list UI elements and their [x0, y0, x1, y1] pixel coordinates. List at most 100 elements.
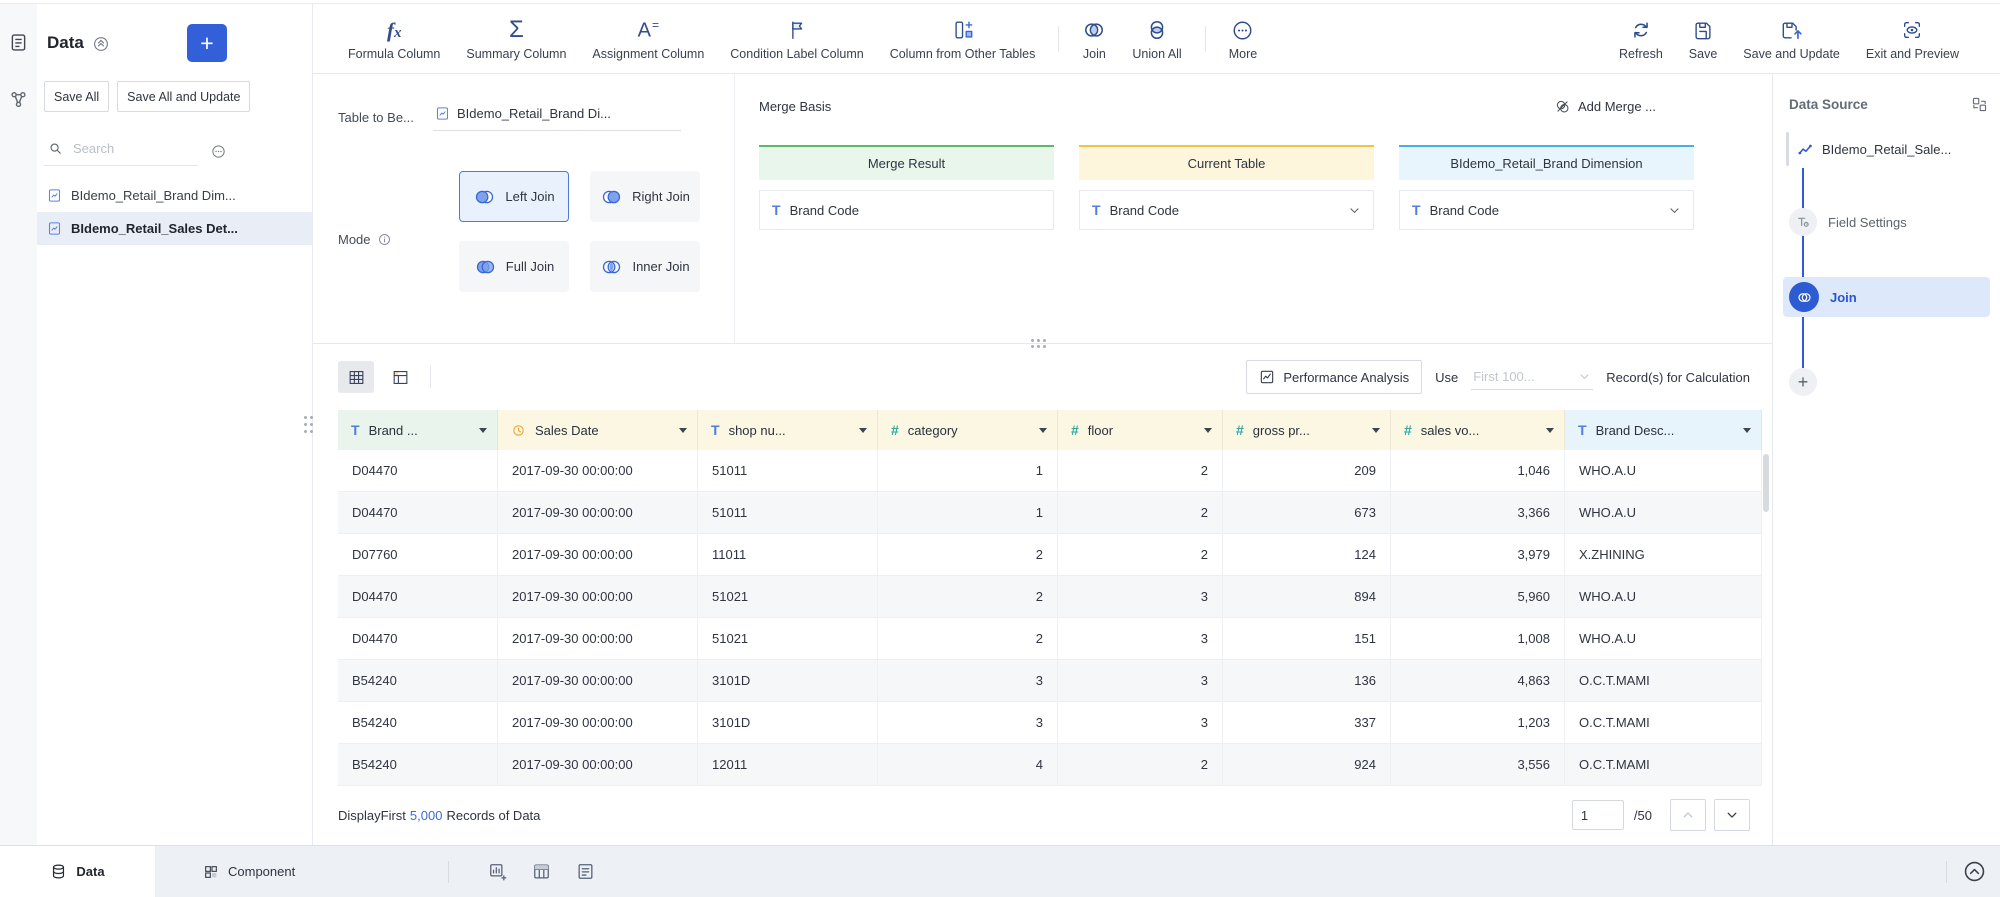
preview-footer: DisplayFirst 5,000 Records of Data /50	[338, 799, 1762, 831]
data-list-icon[interactable]	[8, 32, 29, 53]
table-row[interactable]: D07760 2017-09-30 00:00:00 11011 2 2 124 3,979…	[338, 534, 1762, 576]
condition-label-column-button[interactable]: Condition Label Column	[717, 17, 876, 61]
table-view-toggle[interactable]	[382, 361, 418, 393]
column-dropdown-icon[interactable]	[1743, 427, 1751, 433]
table-row[interactable]: D04470 2017-09-30 00:00:00 51011 1 2 209 1,046…	[338, 450, 1762, 492]
records-suffix-label: Record(s) for Calculation	[1606, 369, 1750, 385]
column-dropdown-icon[interactable]	[1546, 427, 1554, 433]
add-merge-button[interactable]: Add Merge ...	[1554, 98, 1656, 115]
performance-analysis-button[interactable]: Performance Analysis	[1246, 360, 1423, 394]
table-row[interactable]: B54240 2017-09-30 00:00:00 3101D 3 3 337 1,203…	[338, 702, 1762, 744]
collapse-icon[interactable]	[92, 35, 110, 53]
column-header[interactable]: # category	[878, 410, 1058, 450]
table-cell: 2017-09-30 00:00:00	[498, 534, 698, 575]
more-button[interactable]: More	[1216, 17, 1270, 61]
page-input[interactable]	[1571, 800, 1624, 830]
column-dropdown-icon[interactable]	[859, 427, 867, 433]
table-row[interactable]: D04470 2017-09-30 00:00:00 51011 1 2 673 3,366…	[338, 492, 1762, 534]
collapse-panel-icon[interactable]	[1962, 859, 1987, 884]
search-more-icon[interactable]	[210, 143, 227, 160]
relation-icon[interactable]	[8, 89, 29, 110]
dimension-table-field-select[interactable]: T Brand Code	[1399, 190, 1694, 230]
save-and-update-button[interactable]: Save and Update	[1730, 17, 1853, 61]
right-join-button[interactable]: Right Join	[590, 171, 700, 222]
number-type-icon: #	[891, 422, 899, 438]
column-dropdown-icon[interactable]	[1039, 427, 1047, 433]
refresh-button[interactable]: Refresh	[1606, 17, 1676, 61]
swap-layout-icon[interactable]	[1971, 96, 1988, 113]
left-join-button[interactable]: Left Join	[459, 171, 569, 222]
summary-column-button[interactable]: Σ Summary Column	[466, 16, 567, 61]
table-row[interactable]: D04470 2017-09-30 00:00:00 51021 2 3 151 1,008…	[338, 618, 1762, 660]
column-header[interactable]: T Brand Desc...	[1565, 410, 1762, 450]
table-cell: 3101D	[698, 702, 878, 743]
sidebar-item-brand-dimension[interactable]: BIdemo_Retail_Brand Dim...	[37, 179, 312, 212]
table-cell: 151	[1223, 618, 1391, 659]
field-settings-node[interactable]: Field Settings	[1789, 208, 1907, 236]
horizontal-splitter-handle[interactable]	[1031, 339, 1047, 349]
add-step-button[interactable]: +	[1789, 368, 1817, 396]
exit-and-preview-button[interactable]: Exit and Preview	[1853, 17, 1972, 61]
info-icon[interactable]	[377, 232, 392, 247]
inner-join-button[interactable]: Inner Join	[590, 241, 700, 292]
column-header[interactable]: # gross pr...	[1223, 410, 1391, 450]
table-row[interactable]: D04470 2017-09-30 00:00:00 51021 2 3 894 5,960…	[338, 576, 1762, 618]
sidebar-item-sales-details[interactable]: BIdemo_Retail_Sales Det...	[37, 212, 312, 245]
insert-table-icon[interactable]	[532, 862, 551, 881]
full-join-button[interactable]: Full Join	[459, 241, 569, 292]
column-dropdown-icon[interactable]	[1204, 427, 1212, 433]
assignment-column-button[interactable]: A= Assignment Column	[592, 18, 705, 61]
previous-page-button[interactable]	[1670, 799, 1706, 831]
save-button[interactable]: Save	[1676, 17, 1731, 61]
doc-chart-icon	[47, 188, 62, 203]
column-header-label: Brand ...	[368, 422, 418, 438]
grid-view-toggle[interactable]	[338, 361, 374, 393]
save-all-button[interactable]: Save All	[44, 81, 110, 112]
tab-component[interactable]: Component	[203, 846, 295, 897]
add-table-button[interactable]: +	[187, 24, 227, 62]
bottom-bar-right	[1946, 859, 2000, 884]
next-page-button[interactable]	[1714, 799, 1750, 831]
join-button[interactable]: Join	[1069, 17, 1119, 61]
table-to-be-row: Table to Be... BIdemo_Retail_Brand Di...	[338, 104, 734, 131]
column-header[interactable]: Sales Date	[498, 410, 698, 450]
union-all-button[interactable]: Union All	[1119, 17, 1194, 61]
column-header[interactable]: # sales vo...	[1391, 410, 1565, 450]
merge-field-name: Brand Code	[1109, 202, 1179, 218]
records-count-select[interactable]: First 100...	[1471, 364, 1594, 390]
insert-chart-icon[interactable]	[488, 862, 507, 881]
doc-chart-icon	[435, 106, 450, 121]
node-accent-bar	[1786, 132, 1789, 166]
vertical-splitter-handle[interactable]	[304, 416, 314, 438]
table-to-be-select[interactable]: BIdemo_Retail_Brand Di...	[433, 104, 681, 131]
column-header[interactable]: T Brand ...	[338, 410, 498, 450]
save-all-update-button[interactable]: Save All and Update	[117, 81, 251, 112]
table-cell: X.ZHINING	[1565, 534, 1762, 575]
formula-column-button[interactable]: fx Formula Column	[348, 17, 441, 61]
table-row[interactable]: B54240 2017-09-30 00:00:00 12011 4 2 924 3,556…	[338, 744, 1762, 786]
union-icon	[1145, 17, 1169, 44]
table-cell: 1,046	[1391, 450, 1565, 491]
search-row	[44, 136, 304, 166]
current-table-field-select[interactable]: T Brand Code	[1079, 190, 1374, 230]
data-source-header: Data Source	[1789, 96, 1988, 113]
merge-result-field[interactable]: T Brand Code	[759, 190, 1054, 230]
column-header[interactable]: # floor	[1058, 410, 1223, 450]
column-from-other-tables-button[interactable]: Column from Other Tables	[877, 17, 1049, 61]
merge-basis-header: Merge Basis Add Merge ...	[759, 98, 1746, 115]
save-update-icon	[1779, 17, 1805, 44]
table-scrollbar[interactable]	[1763, 454, 1769, 512]
insert-filter-icon[interactable]	[576, 862, 595, 881]
column-dropdown-icon[interactable]	[679, 427, 687, 433]
join-icon	[1082, 17, 1106, 44]
column-dropdown-icon[interactable]	[479, 427, 487, 433]
search-input[interactable]	[71, 140, 175, 157]
source-table-node[interactable]: BIdemo_Retail_Sale...	[1786, 130, 1992, 168]
column-dropdown-icon[interactable]	[1372, 427, 1380, 433]
search-box[interactable]	[44, 136, 198, 166]
tab-data[interactable]: Data	[0, 846, 155, 897]
table-row[interactable]: B54240 2017-09-30 00:00:00 3101D 3 3 136 4,863…	[338, 660, 1762, 702]
join-node[interactable]: Join	[1783, 277, 1990, 317]
